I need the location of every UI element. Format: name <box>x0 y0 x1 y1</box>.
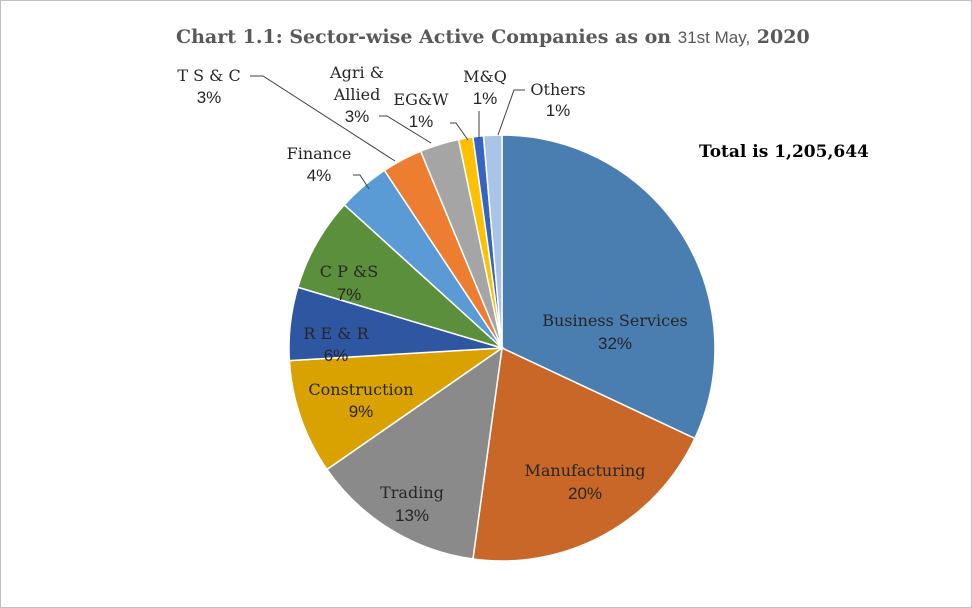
data-label-construction: Construction <box>308 380 413 399</box>
pie-slice-others <box>482 134 503 349</box>
data-labels: Business Services 32% Manufacturing 20% Trad… <box>177 63 687 525</box>
data-label-pct-business-services: 32% <box>598 334 632 353</box>
leader-line-t-s-c <box>250 75 396 162</box>
data-label-pct-others: 1% <box>546 101 571 120</box>
data-label-pct-construction: 9% <box>349 402 374 421</box>
data-label-pct-t-s-c: 3% <box>197 88 222 107</box>
leader-lines <box>250 75 525 190</box>
data-label-pct-m-q: 1% <box>473 89 498 108</box>
leader-line-eg-w <box>450 122 469 141</box>
data-label-finance: Finance <box>287 144 352 163</box>
pie-slice-trading <box>325 346 503 560</box>
chart-title: Chart 1.1: Sector-wise Active Companies … <box>176 26 810 48</box>
data-label-pct-eg-w: 1% <box>409 112 434 131</box>
data-label-pct-c-p-s: 7% <box>337 285 362 304</box>
chart-title-main: Chart 1.1: Sector-wise Active Companies … <box>176 26 678 48</box>
data-label-agri-allied-line1: Agri & <box>329 63 384 82</box>
data-label-eg-w: EG&W <box>393 90 449 109</box>
chart-title-date: 31st May, <box>678 28 750 47</box>
leader-line-others <box>497 89 525 136</box>
data-label-pct-r-e-r: 6% <box>324 346 349 365</box>
data-label-others: Others <box>530 80 585 99</box>
chart-title-year: 2020 <box>750 26 810 48</box>
total-annotation: Total is 1,205,644 <box>699 142 869 162</box>
data-label-t-s-c: T S & C <box>177 66 240 85</box>
data-label-pct-agri-allied: 3% <box>345 107 370 126</box>
data-label-m-q: M&Q <box>463 67 507 86</box>
pie-slice-business-services <box>501 134 716 440</box>
data-label-pct-trading: 13% <box>395 506 429 525</box>
data-label-pct-manufacturing: 20% <box>568 484 602 503</box>
data-label-business-services: Business Services <box>542 311 688 330</box>
leader-line-finance <box>353 174 370 190</box>
data-label-manufacturing: Manufacturing <box>525 461 646 480</box>
pie-slices <box>288 134 716 562</box>
leader-line-agri-allied <box>379 115 432 144</box>
chart-title-line: Chart 1.1: Sector-wise Active Companies … <box>176 26 810 48</box>
data-label-pct-finance: 4% <box>307 166 332 185</box>
pie-slice-manufacturing <box>472 346 696 562</box>
data-label-trading: Trading <box>380 483 444 502</box>
pie-slice-construction <box>288 347 505 471</box>
data-label-r-e-r: R E & R <box>303 324 369 343</box>
data-label-c-p-s: C P &S <box>320 262 378 281</box>
data-label-agri-allied-line2: Allied <box>333 85 381 104</box>
